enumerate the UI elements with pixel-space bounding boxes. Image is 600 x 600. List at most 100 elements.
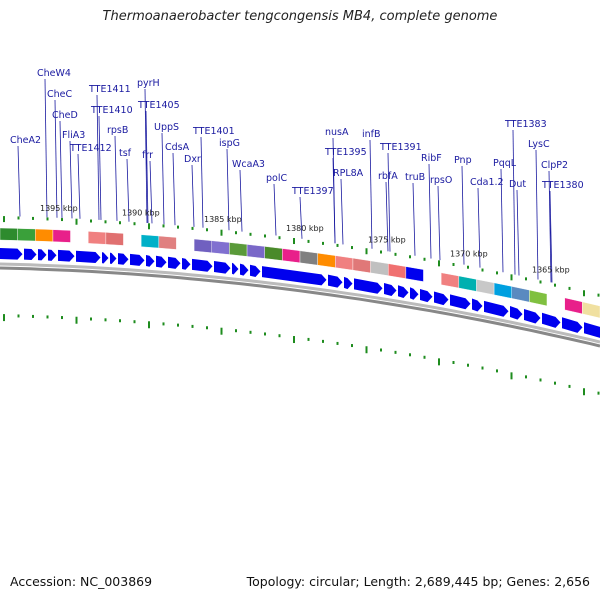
gene-arrow (192, 258, 213, 272)
gene-arrow (102, 252, 109, 264)
gene-arrow (384, 282, 397, 297)
label-leader (172, 152, 176, 226)
gene-label: TTE1383 (504, 119, 547, 130)
gene-label: TTE1391 (379, 142, 422, 153)
gene-arrow (510, 306, 523, 320)
gene-label: TTE1395 (324, 147, 367, 158)
cog-segment (158, 235, 177, 250)
gene-label: UppS (154, 122, 179, 133)
gene-label: truB (405, 172, 425, 183)
cog-segment (423, 269, 442, 285)
label-leader (548, 170, 552, 283)
label-leader (54, 99, 58, 218)
cog-segment (317, 252, 336, 268)
cog-segment (564, 297, 583, 315)
gene-label: PqqL (493, 158, 517, 169)
cog-segment (193, 238, 212, 253)
label-leader (145, 110, 149, 224)
cog-segment (370, 260, 389, 276)
gene-label: Pnp (454, 155, 472, 166)
gene-arrow (584, 322, 600, 338)
gene-arrow (182, 257, 191, 270)
label-leader (299, 196, 303, 239)
gene-label: WcaA3 (232, 159, 265, 170)
cog-segment (35, 228, 54, 242)
gene-label: Dut (509, 179, 526, 190)
cog-band (0, 227, 600, 319)
cog-segment (546, 293, 565, 311)
gene-label: TTE1405 (137, 100, 180, 111)
gene-arrow (168, 256, 181, 269)
gene-arrow (524, 308, 541, 324)
gene-label: TTE1401 (192, 126, 235, 137)
gene-arrow (354, 278, 383, 294)
label-leader (369, 139, 373, 249)
backbone-line (0, 266, 600, 348)
label-leader (200, 136, 204, 228)
label-leader (44, 78, 48, 218)
label-leader (516, 189, 520, 276)
label-leader (428, 163, 432, 259)
gene-arrow (24, 248, 37, 261)
gene-arrow (398, 285, 409, 299)
gene-label: FliA3 (62, 130, 85, 141)
cog-segment (17, 228, 36, 242)
gene-label: CheD (52, 110, 78, 121)
label-leader (96, 94, 100, 220)
cog-segment (140, 234, 160, 249)
gene-label: TTE1380 (541, 180, 584, 191)
label-leader (412, 182, 416, 256)
label-leader (17, 145, 21, 217)
gene-label: LysC (528, 139, 550, 150)
gene-label: TTE1411 (88, 84, 131, 95)
label-leaders (17, 78, 553, 283)
gene-arrow (110, 252, 117, 265)
cog-segment (0, 227, 18, 241)
gene-label: Dxr (184, 154, 201, 165)
gene-label: TTE1412 (69, 143, 112, 154)
label-leader (226, 148, 230, 231)
label-leader (77, 153, 81, 219)
gene-label: CheW4 (37, 68, 71, 79)
gene-label: nusA (325, 127, 349, 138)
gene-arrow (48, 249, 57, 261)
gene-arrow (232, 262, 239, 275)
cog-segment (70, 230, 89, 244)
cog-segment (105, 232, 124, 246)
gene-arrow (118, 253, 129, 265)
label-leader (461, 165, 465, 265)
map-title: Thermoanaerobacter tengcongensis MB4, co… (102, 9, 498, 24)
gene-label: pyrH (137, 78, 160, 89)
cog-segment (405, 266, 424, 282)
label-leader (332, 157, 336, 244)
label-leader (59, 120, 63, 218)
gene-arrow (562, 317, 583, 333)
gene-arrow (328, 274, 343, 288)
label-leader (161, 132, 165, 225)
cog-segment (458, 275, 477, 292)
gene-label: CheC (47, 89, 72, 100)
gene-label: TTE1410 (90, 105, 133, 116)
label-leader (98, 115, 102, 220)
gene-label: polC (266, 173, 287, 184)
kbp-label: 1385 kbp (204, 215, 242, 224)
gene-arrow (240, 263, 249, 276)
gene-labels: CheA2 CheW4 CheC CheD FliA3 TTE1412 TTE1411 TTE… (10, 68, 584, 197)
gene-arrow (410, 287, 419, 300)
cog-segment (52, 229, 71, 243)
cog-segment (246, 244, 265, 259)
label-leader (387, 152, 391, 252)
cog-segment (299, 250, 318, 266)
gene-label: ispG (219, 138, 240, 149)
cog-segment (529, 289, 548, 307)
gene-arrows (0, 248, 600, 338)
gene-label: tsf (119, 148, 132, 159)
label-leader (549, 190, 553, 283)
gene-arrow (420, 288, 433, 303)
label-leader (239, 169, 243, 232)
gene-label: Cda1.2 (470, 177, 504, 188)
gene-arrow (344, 276, 353, 290)
gene-label: CdsA (165, 142, 190, 153)
label-leader (512, 129, 516, 275)
tick-marks (3, 216, 600, 396)
